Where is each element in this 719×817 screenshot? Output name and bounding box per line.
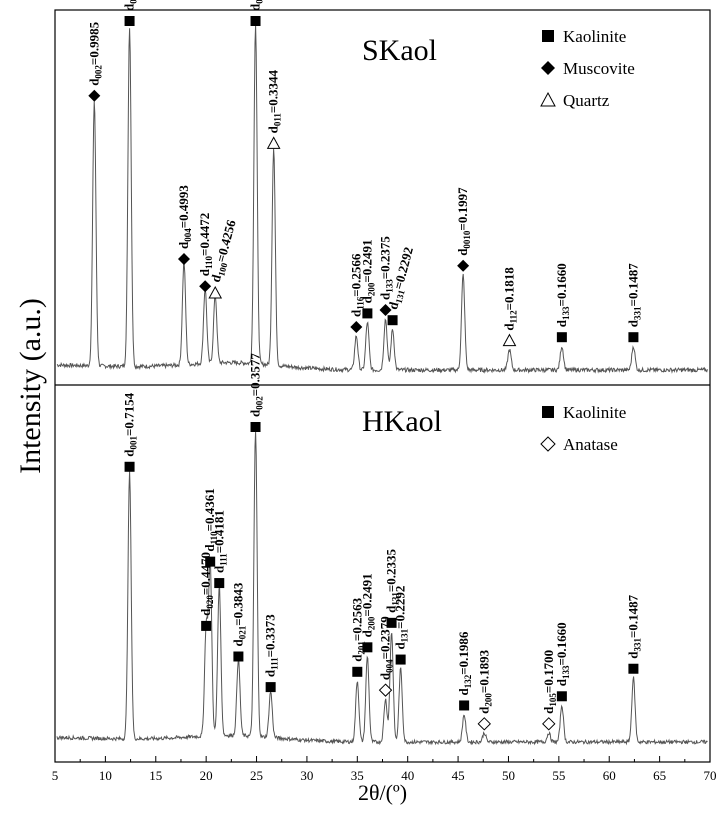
peak-label: d112=0.1818 — [501, 267, 518, 331]
peak-label: d111=0.4181 — [211, 510, 228, 573]
peak-marker — [502, 333, 517, 347]
peak-label: d110=0.4361 — [202, 488, 219, 551]
peak-label: d331=0.1487 — [625, 263, 642, 327]
x-tick-label: 35 — [351, 768, 364, 783]
x-tick-label: 5 — [52, 768, 59, 783]
peak-label: d021=0.3843 — [230, 582, 247, 646]
peak-marker — [386, 617, 397, 628]
x-tick-label: 45 — [452, 768, 465, 783]
peak-marker — [233, 651, 244, 662]
peak-label: d002=0.3577 — [248, 353, 265, 417]
peak-label: d105=0.1700 — [541, 650, 558, 714]
peak-label: d002=0.9985 — [86, 21, 103, 85]
panel-title: SKaol — [362, 34, 437, 67]
legend-marker — [542, 30, 554, 42]
x-tick-label: 55 — [552, 768, 565, 783]
peak-label: d201=0.2563 — [349, 597, 366, 661]
legend-label: Muscovite — [563, 59, 635, 78]
peak-label: d004=0.4993 — [176, 185, 193, 249]
legend-marker — [541, 61, 555, 75]
peak-marker — [457, 259, 470, 272]
y-axis-label: Intensity (a.u.) — [14, 298, 47, 474]
peak-marker — [352, 666, 363, 677]
peak-label: d001=0.7154 — [122, 392, 139, 456]
peak-marker — [208, 285, 223, 299]
peak-label: d200=0.2491 — [359, 573, 376, 637]
x-tick-label: 10 — [99, 768, 112, 783]
peak-marker — [199, 280, 212, 293]
peak-marker — [378, 683, 393, 697]
x-tick-label: 50 — [502, 768, 515, 783]
peak-label: d001=0.7154 — [122, 0, 139, 11]
x-tick-label: 25 — [250, 768, 263, 783]
x-axis-label: 2θ/(º) — [358, 780, 407, 805]
peak-marker — [395, 654, 406, 665]
peak-marker — [542, 717, 556, 731]
legend-label: Kaolinite — [563, 403, 626, 422]
peak-marker — [265, 682, 276, 693]
peak-marker — [556, 332, 567, 343]
pattern-trace — [56, 24, 708, 374]
peak-label: d200=0.2491 — [359, 239, 376, 303]
peak-marker — [124, 461, 135, 472]
peak-marker — [214, 578, 225, 589]
x-tick-label: 20 — [200, 768, 213, 783]
legend-marker — [542, 406, 554, 418]
x-tick-label: 60 — [603, 768, 616, 783]
peak-label: d200=0.1893 — [476, 649, 493, 713]
peak-marker — [387, 315, 398, 326]
peak-label: d133=0.1660 — [554, 622, 571, 686]
x-tick-label: 70 — [704, 768, 717, 783]
legend-label: Kaolinite — [563, 27, 626, 46]
peak-label: d132=0.1986 — [456, 631, 473, 695]
legend-label: Quartz — [563, 91, 610, 110]
x-tick-label: 30 — [300, 768, 313, 783]
legend-marker — [540, 436, 556, 452]
peak-marker — [266, 136, 281, 149]
peak-label: d0010=0.1997 — [455, 187, 472, 256]
peak-marker — [124, 16, 135, 26]
peak-marker — [177, 253, 190, 265]
peak-marker — [88, 89, 101, 102]
peak-label: d116=0.2566 — [348, 253, 365, 317]
peak-label: d133=0.1660 — [554, 263, 571, 327]
panel-title: HKaol — [362, 405, 442, 438]
peak-marker — [201, 620, 212, 631]
peak-marker — [477, 717, 491, 731]
legend-label: Anatase — [563, 435, 618, 454]
peak-marker — [362, 642, 373, 653]
peak-marker — [459, 700, 470, 711]
peak-label: d002=0.3577 — [248, 0, 265, 11]
peak-label: d011=0.3344 — [266, 69, 283, 133]
peak-marker — [379, 304, 392, 316]
pattern-trace — [56, 430, 708, 746]
peak-marker — [250, 16, 261, 26]
peak-marker — [362, 308, 373, 319]
peak-label: d100=0.4256 — [208, 218, 241, 285]
peak-marker — [205, 556, 216, 567]
peak-label: d110=0.4472 — [197, 213, 214, 276]
peak-marker — [628, 663, 639, 674]
peak-marker — [556, 691, 567, 702]
peak-marker — [350, 321, 363, 333]
peak-label: d131=0.2335 — [384, 548, 401, 612]
x-tick-label: 15 — [149, 768, 162, 783]
legend-marker — [540, 91, 556, 107]
peak-label: d111=0.3373 — [263, 614, 280, 677]
x-tick-label: 65 — [653, 768, 666, 783]
peak-label: d131=0.2292 — [393, 586, 410, 650]
peak-marker — [250, 422, 261, 432]
x-tick-label: 40 — [401, 768, 414, 783]
peak-label: d133=0.2375 — [378, 236, 395, 300]
peak-label: d331=0.1487 — [625, 594, 642, 658]
peak-marker — [628, 332, 639, 343]
